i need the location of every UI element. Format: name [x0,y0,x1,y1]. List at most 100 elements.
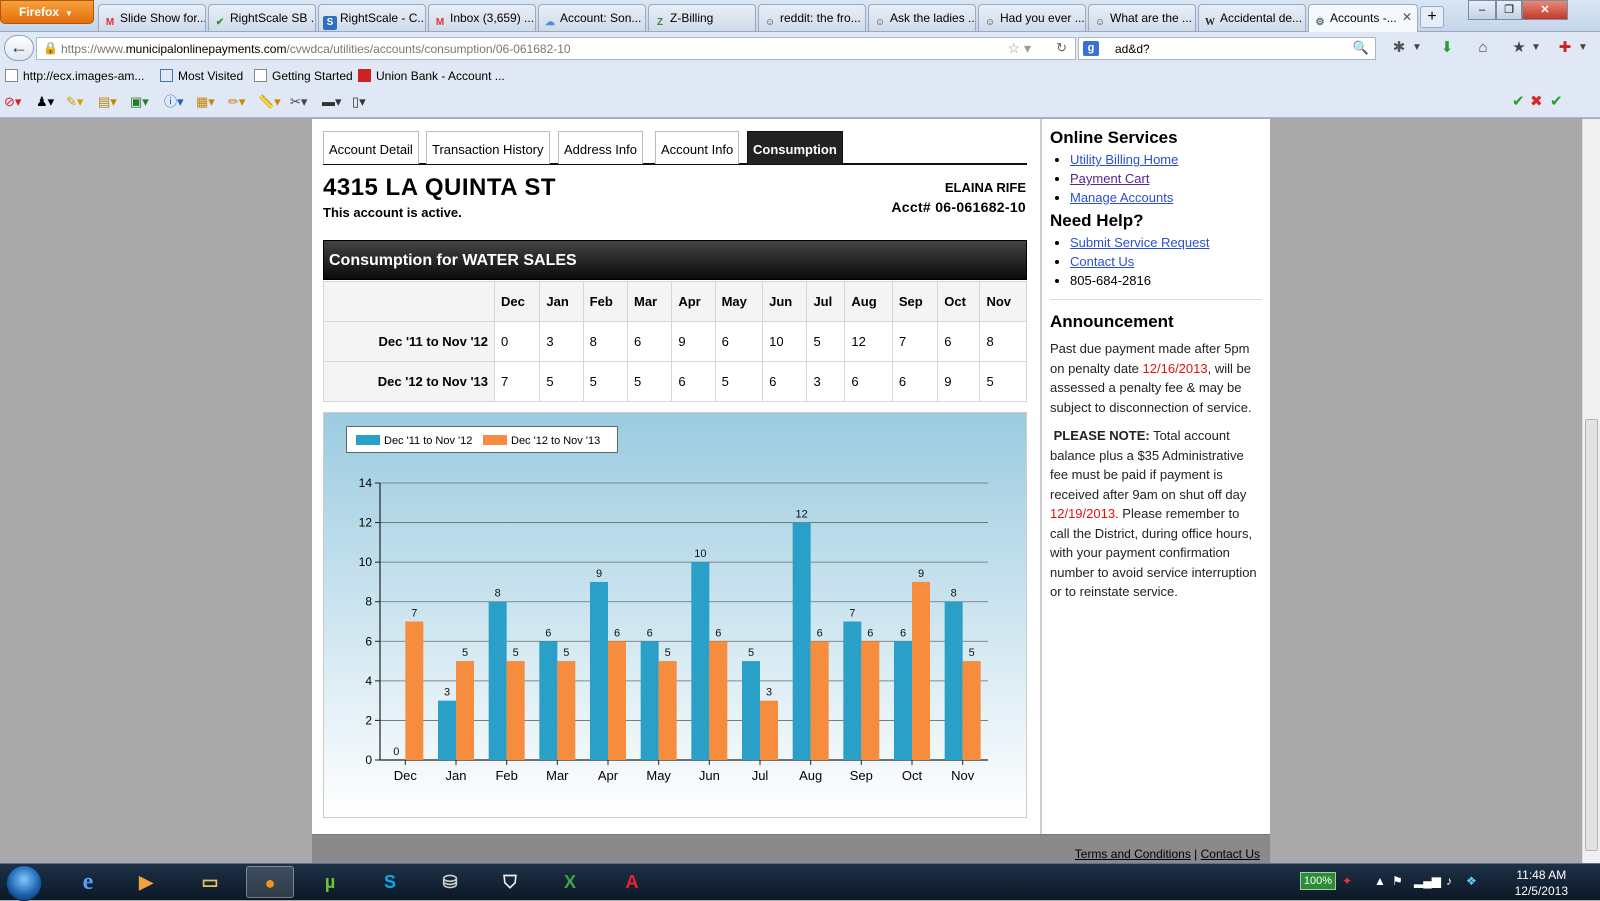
pdf-reader-icon[interactable]: A [625,872,639,892]
bookmark-item[interactable]: Getting Started [254,69,353,83]
start-button[interactable] [6,865,42,901]
battery-indicator[interactable]: 100% [1300,872,1336,890]
ruler-icon[interactable]: 📏▾ [258,94,281,109]
tab-address-info[interactable]: Address Info [558,131,643,164]
bookmark-item[interactable]: Most Visited [160,69,243,83]
user-icon[interactable]: ♟▾ [36,94,55,109]
page-scrollbar[interactable] [1582,119,1600,863]
manage-accounts-link[interactable]: Manage Accounts [1070,190,1174,205]
chevron-down-icon[interactable]: ▼ [1578,42,1588,53]
browser-tab[interactable]: Z Z-Billing [648,4,756,31]
error-icon[interactable]: ✖ [1530,93,1543,110]
validate-check-icon[interactable]: ✔ [1512,93,1525,110]
utility-billing-home-link[interactable]: Utility Billing Home [1070,152,1179,167]
flag-icon[interactable]: ⚑ [1392,874,1403,888]
dropbox-icon[interactable]: ❖ [1466,874,1477,888]
browser-tab[interactable]: ☁ Account: Son... [538,4,646,31]
clipboard-icon[interactable]: ▤▾ [98,94,117,109]
wand-icon[interactable]: ✎▾ [66,94,84,109]
reddit-icon: ☺ [764,17,776,28]
skype-icon[interactable]: S [383,872,396,892]
bookmarks-menu-icon[interactable]: ★ [1512,39,1526,56]
firefox-taskbar-icon[interactable]: ● [246,866,294,898]
excel-icon[interactable]: X [563,872,576,892]
scrollbar-thumb[interactable] [1585,419,1598,851]
account-number: Acct# 06-061682-10 [891,199,1026,215]
browser-tab[interactable]: ☺ reddit: the fro... [758,4,866,31]
browser-tab[interactable]: M Inbox (3,659) ... [428,4,536,31]
utorrent-icon[interactable]: µ [324,872,336,892]
addon-icon[interactable]: ✱ [1392,39,1406,56]
info-icon[interactable]: ⓘ▾ [164,94,184,109]
restore-button[interactable]: ❐ [1496,0,1522,20]
terms-link[interactable]: Terms and Conditions [1074,847,1191,861]
x-tick-label: Oct [902,768,923,783]
chevron-down-icon[interactable]: ▼ [1531,42,1541,53]
browser-tab-active[interactable]: ⚙ Accounts -... ✕ [1308,4,1418,32]
browser-tab[interactable]: ☺ Ask the ladies ... [868,4,976,31]
chevron-down-icon[interactable]: ▼ [1412,42,1422,53]
validate-ok-icon[interactable]: ✔ [1550,93,1563,110]
block-icon[interactable]: ⊘▾ [4,94,22,109]
download-icon[interactable]: ⬇ [1440,39,1454,56]
bookmark-star-icon[interactable]: ☆ ▾ [1007,40,1031,56]
online-services-title: Online Services [1050,128,1178,147]
document-icon[interactable]: ▯▾ [352,94,366,109]
tray-expand-icon[interactable]: ▲ [1374,874,1386,888]
image-icon[interactable]: ▣▾ [130,94,149,109]
table-cell: 8 [582,321,629,362]
tab-consumption[interactable]: Consumption [747,131,843,164]
payment-cart-link[interactable]: Payment Cart [1070,171,1150,186]
media-player-icon[interactable]: ▶ [139,872,153,892]
table-cell: 6 [714,321,764,362]
x-tick-label: Aug [799,768,822,783]
clock[interactable]: 11:48 AM 12/5/2013 [1515,867,1568,899]
bookmark-item[interactable]: Union Bank - Account ... [358,69,505,83]
close-tab-icon[interactable]: ✕ [1401,10,1412,24]
search-icon[interactable]: 🔍 [1352,40,1369,55]
browser-tab[interactable]: ✔ RightScale SB ... [208,4,316,31]
data-label: 6 [817,627,823,639]
submit-service-request-link[interactable]: Submit Service Request [1070,235,1210,250]
address-bar[interactable]: 🔒 https://www.municipalonlinepayments.co… [36,37,1076,60]
clock-time: 11:48 AM [1516,868,1567,882]
tab-account-info[interactable]: Account Info [655,131,740,164]
minimize-button[interactable]: – [1468,0,1496,20]
reload-icon[interactable]: ↻ [1056,40,1067,55]
tools-icon[interactable]: ✂▾ [290,94,308,109]
close-window-button[interactable]: ✕ [1522,0,1568,20]
home-icon[interactable]: ⌂ [1478,39,1488,56]
volume-icon[interactable]: ♪ [1446,874,1452,888]
tab-strip: Firefox ▼ M Slide Show for... ✔ RightScale … [0,0,1600,32]
addon-cross-icon[interactable]: ✚ [1558,39,1572,56]
screen-icon[interactable]: ▬▾ [322,94,342,109]
firefox-menu-button[interactable]: Firefox ▼ [0,0,94,24]
bookmark-item[interactable]: http://ecx.images-am... [5,69,144,83]
month-header: Nov [979,281,1027,322]
browser-tab[interactable]: S RightScale - C... [318,4,426,31]
search-input[interactable]: ad&d? [1115,42,1150,56]
internet-explorer-icon[interactable]: e [82,869,94,895]
file-explorer-icon[interactable]: ▭ [201,872,219,892]
table-header-row: Dec Jan Feb Mar Apr May Jun Jul Aug Sep … [323,281,1027,322]
bar-series-1 [640,641,659,760]
network-icon[interactable]: ▂▄▆ [1414,874,1441,888]
search-box[interactable]: g ad&d? 🔍 [1078,37,1376,60]
notes-icon[interactable]: ▦▾ [196,94,215,109]
table-cell: 8 [979,321,1027,362]
new-tab-button[interactable]: + [1420,6,1444,28]
browser-tab[interactable]: M Slide Show for... [98,4,206,31]
tab-account-detail[interactable]: Account Detail [323,131,419,164]
pencil-icon[interactable]: ✏▾ [228,94,246,109]
browser-tab[interactable]: W Accidental de... [1198,4,1306,31]
shield-icon[interactable]: ⛉ [503,872,517,892]
back-button[interactable]: ← [4,35,34,61]
contact-us-link[interactable]: Contact Us [1070,254,1135,269]
browser-tab[interactable]: ☺ Had you ever ... [978,4,1086,31]
database-icon[interactable]: ⛁ [442,872,458,892]
browser-tab[interactable]: ☺ What are the ... [1088,4,1196,31]
tab-transaction-history[interactable]: Transaction History [426,131,550,164]
contact-us-footer-link[interactable]: Contact Us [1200,847,1260,861]
announcement-text: . Please remember to call the District, … [1050,506,1257,599]
tray-app-icon[interactable]: ✦ [1342,874,1353,888]
